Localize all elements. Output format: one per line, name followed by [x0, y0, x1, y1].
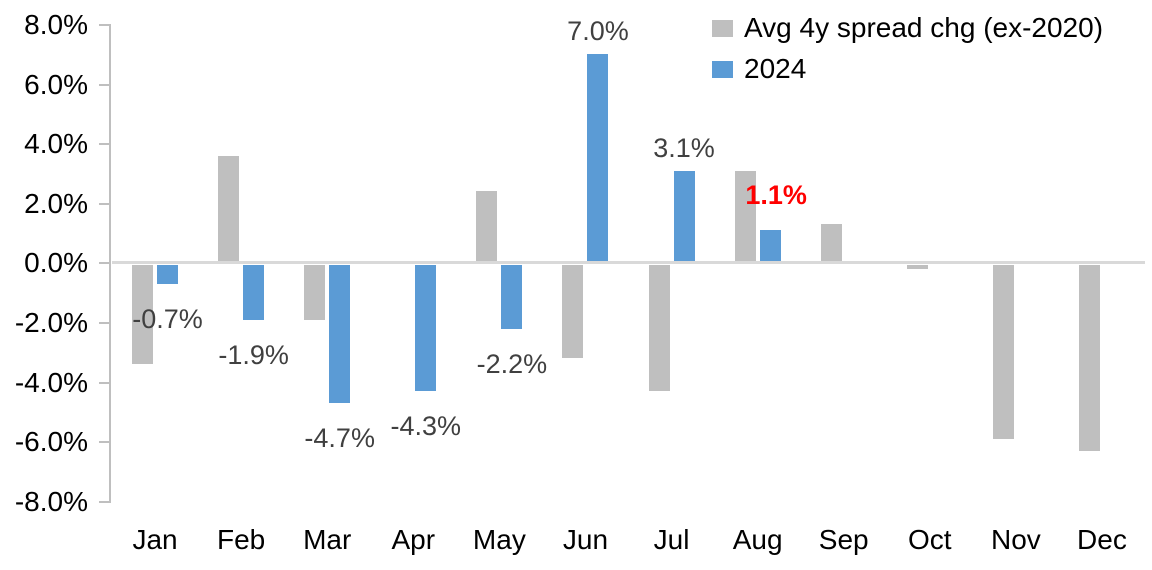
bar-2024-apr: [415, 265, 437, 392]
bar-avg-nov: [992, 265, 1014, 439]
legend-item-avg-4y-spread: Avg 4y spread chg (ex-2020): [712, 12, 1103, 44]
y-axis-label-0.0%: 0.0%: [24, 247, 88, 279]
bar-avg-aug: [734, 170, 756, 261]
y-axis-tick: [99, 322, 109, 324]
data-label-mar: -4.7%: [304, 423, 375, 454]
legend-item-2024: 2024: [712, 53, 1103, 85]
data-label-feb: -1.9%: [218, 339, 289, 370]
legend-label-avg: Avg 4y spread chg (ex-2020): [744, 12, 1104, 43]
bar-avg-sep: [820, 224, 842, 261]
bar-2024-aug: [759, 230, 781, 261]
y-axis-tick: [99, 83, 109, 86]
x-axis-label-apr: Apr: [391, 524, 436, 555]
legend-swatch-avg-icon: [712, 19, 733, 37]
y-axis-line: [109, 24, 111, 503]
bar-2024-jul: [673, 170, 695, 261]
y-axis-label--2.0%: -2.0%: [14, 307, 88, 338]
x-axis-label-jun: Jun: [562, 524, 609, 555]
bar-avg-may: [476, 191, 498, 261]
legend-label-2024: 2024: [744, 53, 807, 84]
x-axis-label-feb: Feb: [217, 524, 266, 555]
bar-2024-may: [501, 265, 523, 329]
bar-2024-feb: [243, 265, 265, 320]
data-label-aug: 1.1%: [745, 180, 807, 211]
bar-avg-jan: [132, 265, 154, 365]
bar-avg-oct: [906, 265, 928, 269]
x-axis-label-sep: Sep: [818, 524, 869, 555]
y-axis-tick: [99, 441, 109, 444]
y-axis-label--4.0%: -4.0%: [14, 366, 88, 398]
legend: Avg 4y spread chg (ex-2020) 2024: [712, 12, 1103, 94]
bar-avg-jun: [562, 265, 584, 359]
y-axis-tick: [99, 24, 109, 26]
y-axis-tick: [99, 262, 109, 265]
zero-gridline: [112, 261, 1145, 264]
x-axis-label-oct: Oct: [908, 524, 952, 555]
y-axis-label--8.0%: -8.0%: [14, 485, 88, 517]
x-axis-label-jan: Jan: [132, 524, 178, 555]
y-axis-label-4.0%: 4.0%: [24, 128, 88, 160]
x-axis-label-nov: Nov: [990, 524, 1041, 555]
y-axis-label-6.0%: 6.0%: [24, 68, 88, 100]
x-axis-label-dec: Dec: [1077, 524, 1127, 555]
bar-2024-jun: [587, 54, 609, 261]
x-axis-label-jul: Jul: [653, 524, 690, 555]
x-axis-label-mar: Mar: [303, 524, 352, 555]
y-axis-tick: [99, 143, 109, 146]
x-axis-label-aug: Aug: [732, 524, 783, 555]
data-label-jan: -0.7%: [132, 303, 203, 334]
data-label-jun: 7.0%: [567, 16, 629, 47]
bar-2024-mar: [329, 265, 351, 404]
bar-avg-jul: [648, 265, 670, 392]
y-axis-tick: [99, 202, 109, 205]
bar-avg-mar: [304, 265, 326, 320]
y-axis-label-8.0%: 8.0%: [24, 9, 88, 40]
bar-avg-feb: [218, 155, 240, 261]
x-axis-label-may: May: [472, 524, 526, 555]
y-axis-tick: [99, 381, 109, 384]
bar-2024-jan: [157, 265, 179, 284]
y-axis-label-2.0%: 2.0%: [24, 187, 88, 219]
y-axis-label--6.0%: -6.0%: [14, 426, 88, 458]
data-label-jul: 3.1%: [653, 132, 715, 163]
data-label-apr: -4.3%: [390, 411, 462, 442]
bar-avg-dec: [1078, 265, 1100, 451]
data-label-may: -2.2%: [476, 348, 548, 379]
legend-swatch-2024-icon: [712, 60, 733, 78]
y-axis-tick: [99, 500, 109, 503]
